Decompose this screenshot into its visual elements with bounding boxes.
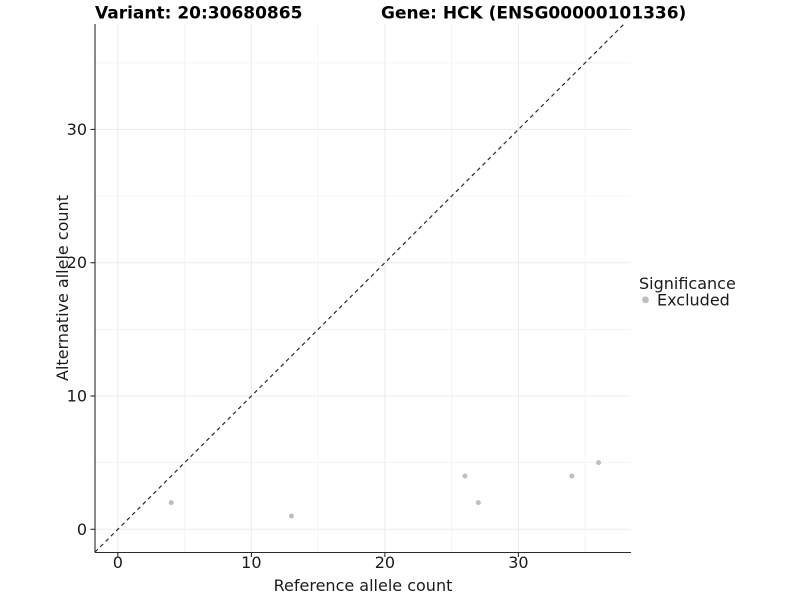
y-tick-label: 30	[67, 120, 87, 139]
data-point	[462, 473, 468, 479]
data-point	[596, 460, 602, 466]
x-tick-label: 10	[241, 553, 261, 572]
data-point	[288, 513, 294, 519]
data-point	[475, 500, 481, 506]
y-tick-label: 10	[67, 387, 87, 406]
y-tick-label: 0	[77, 520, 87, 539]
x-axis-title: Reference allele count	[274, 576, 453, 595]
y-tick-label: 20	[67, 253, 87, 272]
gene-title: Gene: HCK (ENSG00000101336)	[381, 4, 686, 24]
legend-label-excluded: Excluded	[657, 291, 730, 310]
data-point	[569, 473, 575, 479]
x-tick-label: 20	[375, 553, 395, 572]
y-axis-title: Alternative allele count	[53, 195, 72, 381]
data-point	[168, 500, 174, 506]
plot-panel: 0 10 20 30 0 10 20 30	[67, 23, 631, 572]
panel-background	[95, 24, 631, 553]
legend-title: Significance	[639, 274, 736, 293]
legend: Significance Excluded	[639, 274, 736, 310]
identity-dashed-line	[94, 23, 625, 553]
legend-key-excluded-dot	[642, 296, 649, 304]
variant-title: Variant: 20:30680865	[95, 4, 302, 24]
x-tick-label: 0	[113, 553, 123, 572]
x-tick-label: 30	[508, 553, 528, 572]
